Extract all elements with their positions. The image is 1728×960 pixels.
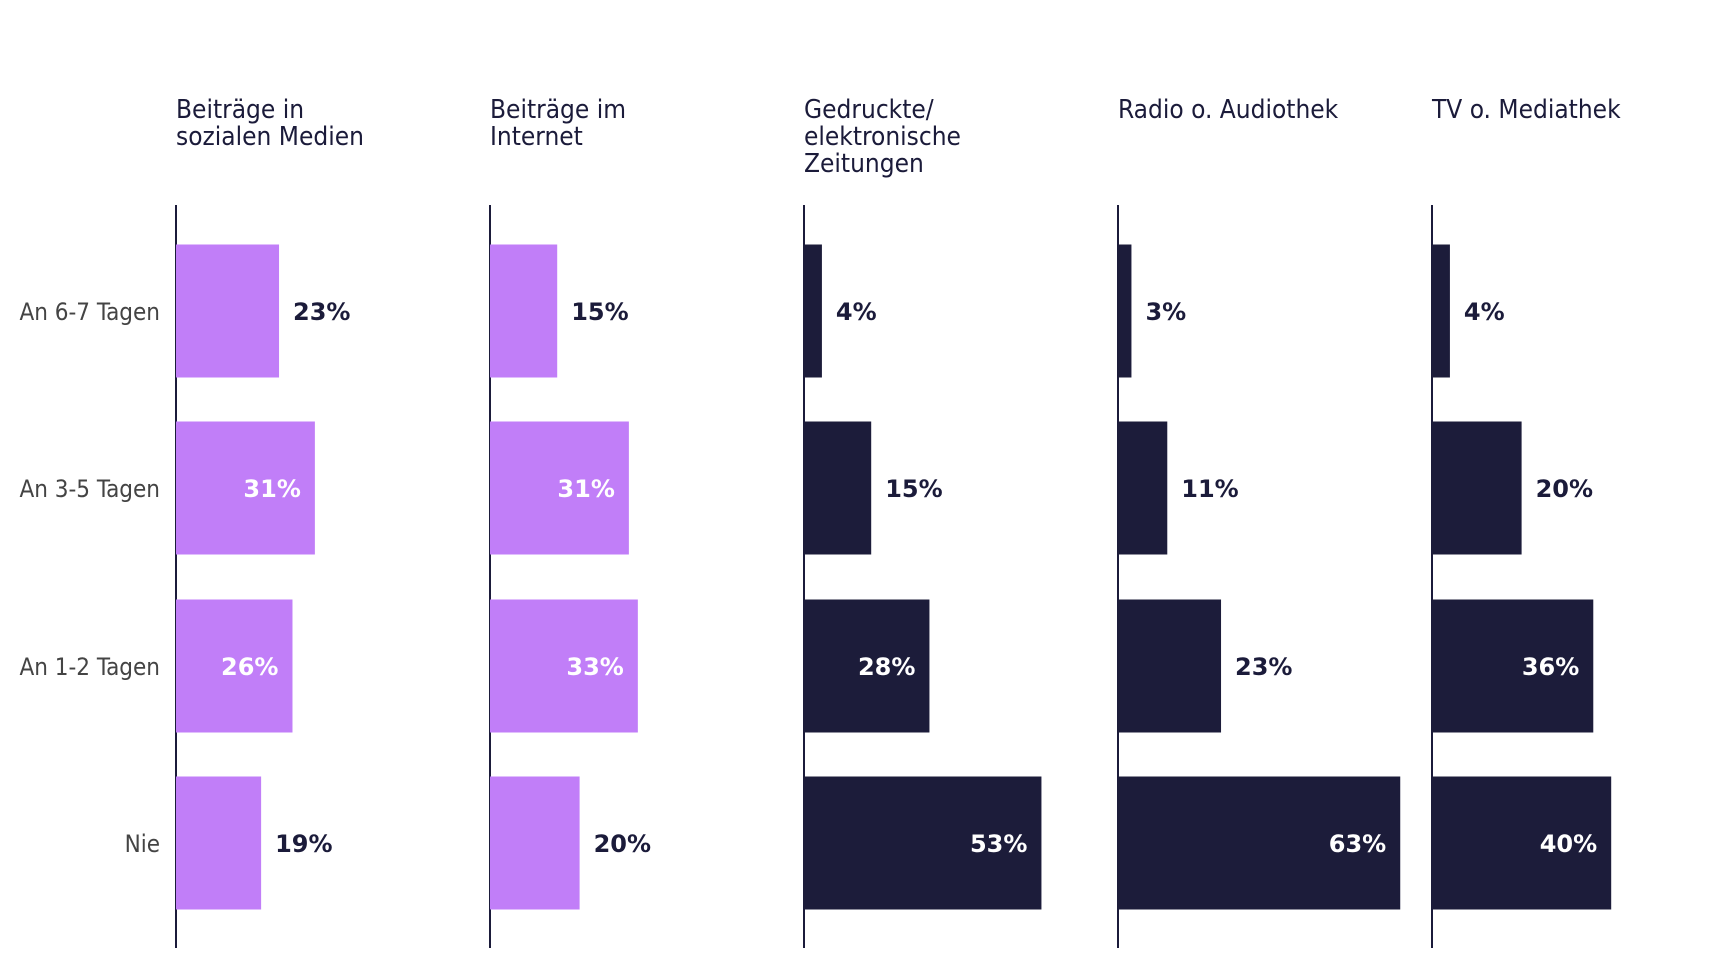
bar	[1118, 244, 1132, 378]
chart-panels: Beiträge in sozialen Medien23%31%26%19%Be…	[175, 95, 1621, 948]
panel-title: Gedruckte/elektronische Zeitungen	[804, 95, 961, 179]
bar	[490, 244, 558, 378]
panel-title: Radio o. Audiothek	[1118, 95, 1339, 125]
bar	[490, 776, 580, 910]
bar	[1118, 776, 1401, 910]
bar	[490, 421, 629, 555]
data-label: 53%	[970, 830, 1027, 858]
data-label: 3%	[1145, 298, 1186, 326]
panel: Radio o. Audiothek 3% 11% 23% 63%	[1117, 95, 1401, 948]
data-label: 15%	[885, 475, 942, 503]
data-label: 4%	[836, 298, 877, 326]
panel-title: TV o. Mediathek	[1431, 95, 1621, 125]
panel-title: Beiträge im Internet	[490, 95, 626, 152]
panel-title: Beiträge in sozialen Medien	[176, 95, 364, 152]
category-label: Nie	[125, 830, 160, 858]
bar	[804, 776, 1042, 910]
bar	[804, 421, 872, 555]
panel: TV o. Mediathek 4% 20% 36% 40%	[1431, 95, 1621, 948]
bar	[176, 421, 315, 555]
data-label: 31%	[243, 475, 300, 503]
data-label: 20%	[1536, 475, 1593, 503]
category-labels: An 6-7 Tagen An 3-5 Tagen An 1-2 Tagen Nie	[19, 298, 160, 858]
bar	[1432, 776, 1612, 910]
category-label: An 3-5 Tagen	[19, 475, 160, 503]
bar	[1432, 244, 1450, 378]
bar	[1432, 599, 1594, 733]
data-label: 20%	[594, 830, 651, 858]
data-label: 4%	[1464, 298, 1505, 326]
category-label: An 6-7 Tagen	[19, 298, 160, 326]
bar	[1118, 599, 1222, 733]
bar	[804, 599, 930, 733]
panel: Beiträge im Internet 15% 31% 33% 20%	[489, 95, 651, 948]
bar	[490, 599, 638, 733]
data-label: 36%	[1522, 653, 1579, 681]
data-label: 15%	[571, 298, 628, 326]
panel: Gedruckte/elektronische Zeitungen 4% 15% 28%…	[803, 95, 1042, 948]
bar	[1432, 421, 1522, 555]
data-label: 31%	[557, 475, 614, 503]
data-label: 40%	[1540, 830, 1597, 858]
category-label: An 1-2 Tagen	[19, 653, 160, 681]
bar	[176, 599, 293, 733]
bar	[804, 244, 822, 378]
data-label: 28%	[858, 653, 915, 681]
bar	[176, 244, 280, 378]
data-label: 63%	[1329, 830, 1386, 858]
data-label: 26%	[221, 653, 278, 681]
data-label: 23%	[293, 298, 350, 326]
data-label: 11%	[1181, 475, 1238, 503]
bar	[1118, 421, 1168, 555]
data-label: 33%	[566, 653, 623, 681]
data-label: 23%	[1235, 653, 1292, 681]
panel: Beiträge in sozialen Medien 23% 31% 26% 19%	[175, 95, 364, 948]
bar	[176, 776, 262, 910]
data-label: 19%	[275, 830, 332, 858]
